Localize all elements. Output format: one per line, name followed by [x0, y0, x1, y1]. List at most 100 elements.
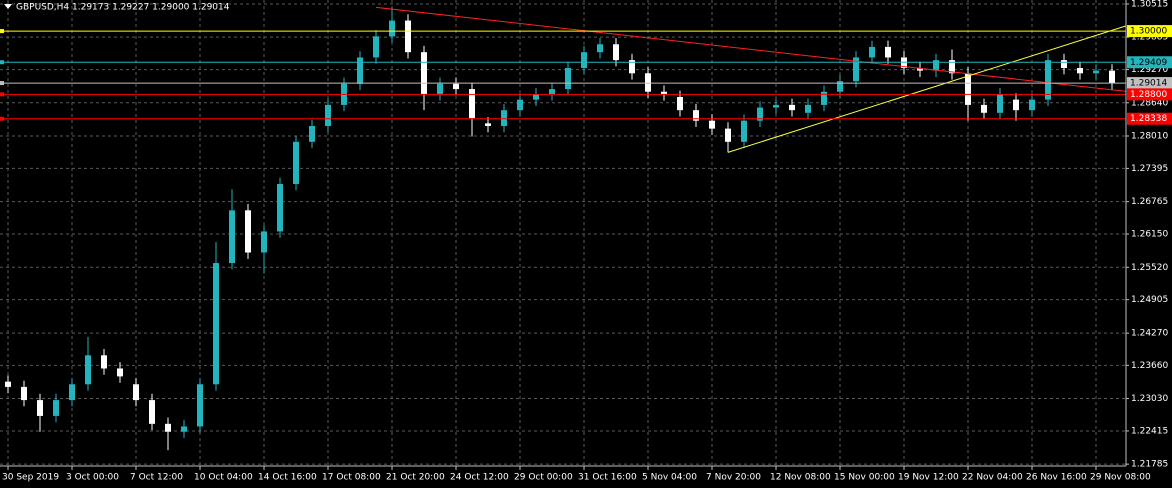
level-label-box — [1127, 88, 1172, 101]
y-tick-label: 1.29270 — [1131, 65, 1168, 75]
candle-body — [245, 210, 251, 253]
level-label: 1.28800 — [1130, 90, 1167, 100]
x-tick-label: 14 Oct 16:00 — [258, 473, 317, 483]
x-tick-label: 29 Nov 08:00 — [1090, 473, 1151, 483]
candle-body — [853, 57, 859, 82]
y-tick-label: 1.30515 — [1131, 0, 1168, 9]
candle-body — [405, 20, 411, 53]
x-tick-label: 15 Nov 00:00 — [834, 473, 895, 483]
candle-body — [549, 89, 555, 95]
candle-body — [309, 125, 315, 142]
candle-body — [85, 355, 91, 385]
candle-body — [133, 384, 139, 401]
candle-body — [389, 20, 395, 37]
candle-body — [1029, 99, 1035, 111]
y-tick-label: 1.21785 — [1131, 460, 1168, 470]
candle-body — [885, 46, 891, 58]
y-tick-label: 1.23660 — [1131, 361, 1168, 371]
plot-area — [0, 0, 1127, 466]
y-tick-label: 1.24270 — [1131, 329, 1168, 339]
candle-body — [357, 57, 363, 84]
candle-body — [709, 120, 715, 129]
x-tick-label: 7 Oct 12:00 — [130, 473, 183, 483]
level-marker — [0, 81, 4, 86]
candle-body — [1013, 99, 1019, 111]
x-tick-label: 22 Nov 04:00 — [962, 473, 1023, 483]
candle-body — [485, 123, 491, 126]
candle-body — [69, 384, 75, 401]
candle-body — [165, 423, 171, 432]
candle-body — [469, 89, 475, 119]
y-tick-label: 1.28640 — [1131, 98, 1168, 108]
level-label: 1.28338 — [1130, 114, 1167, 124]
y-tick-label: 1.24905 — [1131, 295, 1168, 305]
x-tick-label: 7 Nov 20:00 — [706, 473, 761, 483]
level-label: 1.29409 — [1130, 58, 1167, 68]
candle-body — [629, 60, 635, 74]
candle-body — [37, 400, 43, 416]
level-marker — [0, 60, 4, 65]
level-label: 1.29014 — [1130, 79, 1167, 89]
candle-body — [933, 60, 939, 71]
x-tick-label: 24 Oct 12:00 — [450, 473, 509, 483]
x-tick-label: 26 Nov 16:00 — [1026, 473, 1087, 483]
x-tick-label: 3 Oct 00:00 — [66, 473, 119, 483]
candle-body — [5, 381, 11, 387]
candle-body — [805, 104, 811, 113]
candle-body — [1045, 60, 1051, 100]
candle-body — [261, 231, 267, 253]
candle-body — [1077, 68, 1083, 74]
candle-body — [597, 44, 603, 53]
x-tick-label: 21 Oct 20:00 — [386, 473, 445, 483]
candle-body — [949, 60, 955, 74]
candle-body — [21, 386, 27, 401]
level-label-box — [1127, 77, 1172, 90]
y-tick-label: 1.25520 — [1131, 263, 1168, 273]
chart-title: GBPUSD,H4 1.29173 1.29227 1.29000 1.2901… — [16, 3, 230, 13]
candle-body — [869, 46, 875, 58]
candle-body — [645, 73, 651, 92]
candle-body — [517, 99, 523, 111]
level-label: 1.30000 — [1130, 27, 1167, 37]
candle-body — [661, 91, 667, 95]
candle-body — [149, 400, 155, 424]
x-tick-label: 10 Oct 04:00 — [194, 473, 253, 483]
trendline — [727, 25, 1127, 153]
level-label-box — [1127, 112, 1172, 125]
x-tick-label: 17 Oct 08:00 — [322, 473, 381, 483]
candle-body — [789, 104, 795, 111]
x-tick-label: 29 Oct 00:00 — [514, 473, 573, 483]
candle-body — [117, 368, 123, 377]
x-tick-label: 30 Sep 2019 — [2, 473, 59, 483]
y-tick-label: 1.22415 — [1131, 426, 1168, 436]
candle-body — [837, 81, 843, 92]
y-tick-label: 1.26150 — [1131, 230, 1168, 240]
candle-body — [741, 120, 747, 142]
candle-body — [981, 104, 987, 113]
candle-body — [453, 83, 459, 90]
candle-body — [821, 91, 827, 105]
x-tick-label: 19 Nov 12:00 — [898, 473, 959, 483]
candle-body — [1093, 70, 1099, 74]
candle-body — [581, 52, 587, 69]
y-tick-label: 1.29885 — [1131, 33, 1168, 43]
candle-body — [773, 104, 779, 108]
candle-body — [277, 183, 283, 232]
level-marker — [0, 29, 4, 34]
candle-body — [565, 68, 571, 90]
y-tick-label: 1.26765 — [1131, 197, 1168, 207]
candle-body — [1061, 60, 1067, 69]
candle-body — [101, 355, 107, 369]
candle-body — [437, 83, 443, 95]
x-tick-label: 31 Oct 16:00 — [578, 473, 637, 483]
candle-body — [373, 36, 379, 58]
candle-body — [213, 263, 219, 385]
level-marker — [0, 92, 4, 97]
candle-body — [325, 104, 331, 126]
candle-body — [1109, 70, 1115, 84]
candle-body — [533, 94, 539, 100]
level-label-box — [1127, 56, 1172, 69]
x-tick-label: 5 Nov 04:00 — [642, 473, 697, 483]
candle-body — [181, 426, 187, 432]
